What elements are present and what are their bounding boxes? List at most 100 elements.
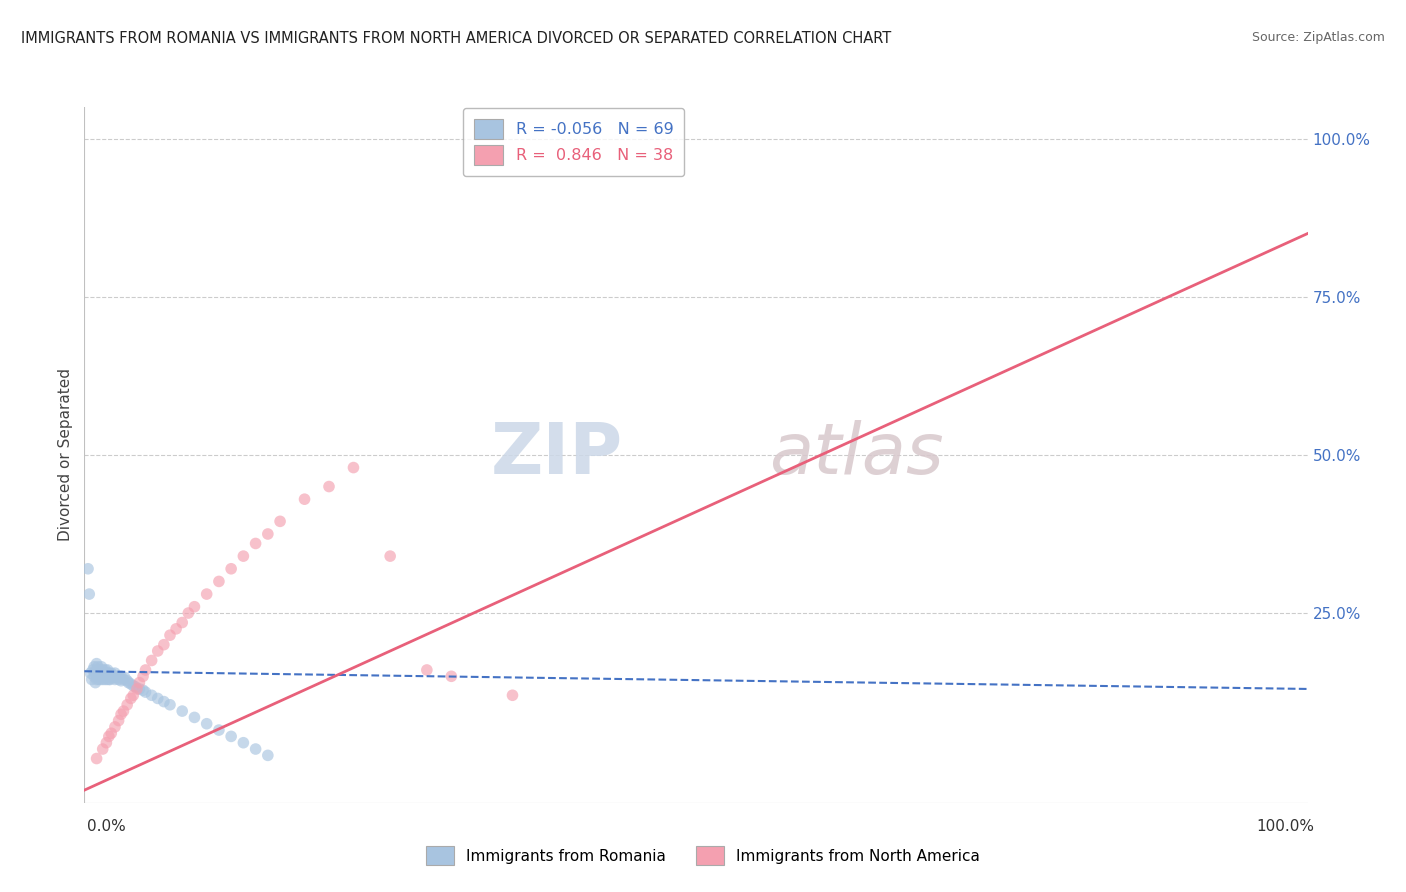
Point (89, 666, 111, 681)
Point (159, 628, 181, 642)
Point (141, 653, 163, 667)
Legend: Immigrants from Romania, Immigrants from North America: Immigrants from Romania, Immigrants from… (420, 840, 986, 871)
Point (97, 666, 120, 681)
Point (440, 669, 463, 683)
Point (380, 549, 402, 563)
Point (96, 736, 118, 750)
Point (80, 673, 103, 687)
Point (84, 675, 107, 690)
Point (135, 663, 157, 677)
Point (98, 669, 121, 683)
Text: Source: ZipAtlas.com: Source: ZipAtlas.com (1251, 31, 1385, 45)
Point (219, 730, 242, 744)
Point (416, 663, 439, 677)
Point (122, 688, 145, 702)
Point (84, 666, 107, 681)
Point (112, 704, 135, 718)
Point (245, 742, 267, 756)
Point (257, 527, 280, 541)
Point (108, 671, 131, 685)
Point (125, 681, 148, 696)
Point (165, 622, 187, 636)
Text: atlas: atlas (769, 420, 943, 490)
Point (110, 673, 132, 688)
Point (110, 669, 132, 683)
Point (103, 671, 125, 685)
Point (294, 492, 316, 507)
Point (91, 669, 114, 683)
Point (122, 679, 145, 693)
Point (132, 669, 155, 683)
Point (107, 673, 129, 687)
Point (269, 514, 291, 528)
Point (91, 666, 114, 681)
Text: IMMIGRANTS FROM ROMANIA VS IMMIGRANTS FROM NORTH AMERICA DIVORCED OR SEPARATED C: IMMIGRANTS FROM ROMANIA VS IMMIGRANTS FR… (21, 31, 891, 46)
Legend: R = -0.056   N = 69, R =  0.846   N = 38: R = -0.056 N = 69, R = 0.846 N = 38 (463, 108, 685, 176)
Point (83, 660, 105, 674)
Point (97, 663, 120, 677)
Point (342, 460, 364, 475)
Point (77, 562, 100, 576)
Point (93, 673, 115, 687)
Point (79, 666, 101, 681)
Point (112, 673, 135, 687)
Point (219, 562, 242, 576)
Text: ZIP: ZIP (491, 420, 623, 490)
Point (91, 742, 114, 756)
Point (105, 669, 128, 683)
Point (87, 669, 110, 683)
Point (195, 587, 218, 601)
Point (257, 748, 280, 763)
Point (83, 669, 105, 683)
Point (128, 675, 150, 690)
Point (183, 599, 205, 614)
Point (159, 698, 181, 712)
Point (97, 673, 120, 687)
Point (104, 720, 127, 734)
Point (120, 691, 142, 706)
Point (208, 723, 231, 737)
Point (104, 666, 127, 681)
Point (115, 698, 138, 712)
Point (501, 688, 523, 702)
Point (146, 644, 169, 658)
Point (125, 680, 148, 694)
Point (86, 657, 108, 671)
Point (128, 681, 150, 696)
Point (97, 669, 120, 683)
Point (120, 677, 142, 691)
Point (100, 666, 122, 681)
Point (177, 606, 200, 620)
Point (232, 736, 254, 750)
Text: 0.0%: 0.0% (87, 820, 127, 834)
Point (94, 663, 117, 677)
Point (208, 574, 231, 589)
Point (100, 671, 122, 685)
Y-axis label: Divorced or Separated: Divorced or Separated (58, 368, 73, 541)
Point (146, 691, 169, 706)
Point (101, 668, 124, 682)
Point (141, 688, 163, 702)
Point (114, 671, 136, 685)
Point (195, 716, 218, 731)
Point (172, 704, 194, 718)
Point (87, 673, 110, 687)
Point (132, 683, 155, 698)
Point (110, 707, 132, 722)
Point (90, 673, 112, 687)
Point (115, 673, 138, 688)
Point (107, 714, 129, 728)
Point (87, 663, 110, 677)
Point (87, 660, 110, 674)
Point (89, 669, 111, 683)
Point (86, 673, 108, 687)
Point (245, 536, 267, 550)
Point (96, 673, 118, 687)
Point (96, 666, 118, 681)
Point (153, 695, 176, 709)
Point (86, 751, 108, 765)
Point (105, 671, 128, 685)
Point (232, 549, 254, 563)
Point (82, 663, 104, 677)
Point (104, 673, 127, 687)
